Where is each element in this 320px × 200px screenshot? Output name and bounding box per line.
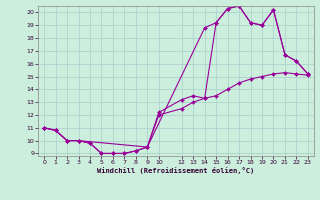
X-axis label: Windchill (Refroidissement éolien,°C): Windchill (Refroidissement éolien,°C) — [97, 167, 255, 174]
